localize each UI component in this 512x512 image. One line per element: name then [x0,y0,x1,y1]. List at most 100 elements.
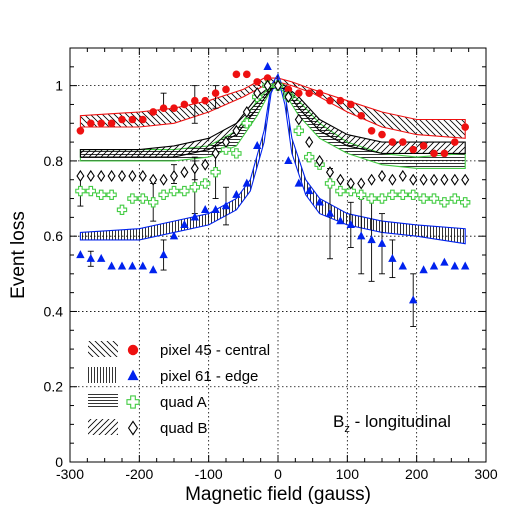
legend-hatch [88,419,118,435]
data-point-s1 [429,261,439,270]
data-point-s2 [293,125,304,136]
data-point-s3 [429,173,439,186]
x-tick-label: 100 [336,466,360,482]
data-point-s3 [97,169,106,182]
data-point-s0 [315,89,324,97]
field-annotation: Bz - longitudinal [333,412,451,435]
data-point-s1 [86,253,95,262]
data-point-s3 [169,169,179,182]
data-point-s0 [409,145,418,154]
data-point-s3 [273,79,283,92]
data-point-s2 [428,193,440,204]
data-point-s1 [398,261,407,270]
data-point-s0 [451,138,459,146]
y-tick-label: 0.4 [44,303,64,319]
data-point-s0 [149,108,157,116]
data-point-s0 [232,70,241,79]
data-point-s3 [419,173,428,186]
data-point-s1 [367,235,376,244]
data-point-s1 [253,141,262,150]
data-point-s0 [253,78,261,86]
data-point-s0 [347,100,355,109]
data-point-s0 [399,138,407,146]
data-point-s0 [336,96,345,105]
legend-hatch [88,341,118,357]
data-point-s1 [232,189,241,198]
data-point-s1 [128,261,137,270]
data-point-s2 [345,185,356,197]
legend-hatch [88,367,118,383]
legend-marker [127,344,139,356]
legend-marker [126,395,140,409]
data-point-s1 [315,197,324,206]
legend-swatch [88,367,118,383]
field-annotation-main: B [333,412,344,431]
y-tick-label: 0 [55,454,63,470]
x-tick-label: -300 [56,466,84,482]
data-point-s3 [336,173,345,186]
data-point-s2 [168,185,180,197]
data-point-s1 [169,231,179,240]
data-point-s0 [430,149,438,158]
data-point-s3 [367,173,376,186]
data-point-s3 [377,169,387,182]
data-point-s1 [242,178,251,187]
data-point-s2 [376,193,388,204]
data-point-s2 [356,189,367,200]
data-point-s1 [357,231,366,240]
data-point-s0 [461,123,470,131]
data-point-s3 [221,136,231,149]
y-axis-label: Event loss [8,211,29,299]
data-point-s2 [106,189,117,200]
data-point-s0 [263,74,272,82]
data-point-s2 [324,178,336,189]
data-point-s1 [377,238,387,247]
data-point-s3 [201,158,210,171]
data-point-s0 [118,115,126,124]
legend-swatch [88,341,118,357]
data-point-s0 [284,85,293,94]
data-point-s3 [128,169,137,182]
data-point-s3 [242,105,251,119]
data-point-s2 [335,185,346,197]
data-point-s3 [388,173,397,186]
data-point-s1 [221,201,231,210]
axis-ticks [69,47,487,463]
data-point-s1 [211,205,220,213]
legend-marker [127,420,139,436]
tick-labels: -300 -200 -100 0 100 200 300 0 0.2 0.4 0.6 0.8 1 [44,78,498,482]
data-point-s2 [158,189,169,200]
data-point-s0 [222,85,230,94]
data-point-s1 [263,61,272,70]
data-point-s1 [450,261,459,270]
legend-hatch [88,393,118,409]
series-markers [75,61,471,304]
data-point-s3 [76,169,85,182]
data-point-s2 [137,193,148,204]
data-point-s0 [305,89,314,97]
data-point-s0 [367,127,376,135]
data-point-s1 [461,261,470,270]
data-point-s0 [97,119,105,128]
data-point-s3 [263,79,272,92]
data-point-s3 [357,177,366,190]
data-point-s3 [180,166,189,179]
data-point-s2 [231,148,242,159]
x-tick-label: 0 [274,466,282,482]
data-point-s1 [284,156,293,165]
y-tick-label: 1 [55,78,63,94]
legend-marker [127,369,139,381]
field-annotation-rest: - longitudinal [350,412,451,431]
data-point-s1 [180,220,189,229]
data-point-s2 [387,189,398,200]
data-point-s0 [170,104,178,113]
legend-label: pixel 61 - edge [160,368,258,385]
data-point-s3 [398,169,407,182]
data-point-s1 [138,261,147,270]
y-tick-label: 0.6 [44,228,64,244]
data-point-s0 [159,104,168,113]
data-point-s0 [326,96,334,105]
data-point-s1 [336,216,345,225]
data-point-s3 [253,87,262,100]
